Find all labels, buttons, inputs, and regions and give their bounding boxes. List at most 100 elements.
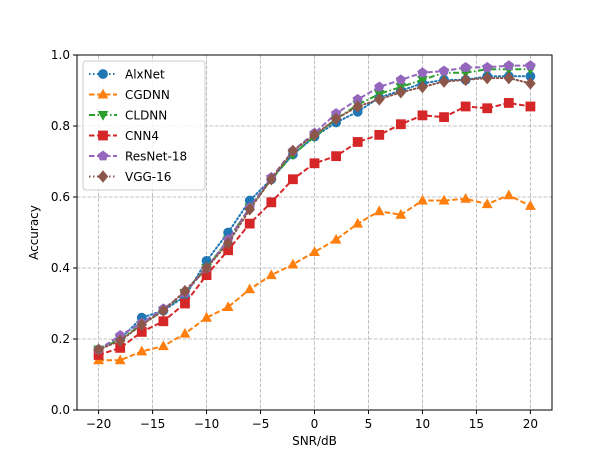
y-tick-label: 0.8 — [51, 119, 70, 133]
data-point — [287, 258, 299, 269]
y-tick-label: 0.2 — [51, 332, 70, 346]
data-point — [330, 112, 342, 126]
data-point — [373, 205, 385, 216]
legend-label: ResNet-18 — [125, 150, 187, 164]
x-tick-label: −20 — [86, 417, 111, 431]
data-point — [158, 304, 169, 317]
x-tick-label: 10 — [415, 417, 430, 431]
data-point — [525, 77, 536, 90]
data-point — [438, 65, 450, 76]
data-point — [201, 261, 212, 275]
data-point — [460, 61, 471, 72]
y-tick-label: 0.0 — [51, 403, 70, 417]
legend-item: CNN4 — [89, 129, 159, 143]
series-cnn4 — [93, 98, 536, 360]
data-point — [244, 218, 255, 229]
legend-label: VGG-16 — [125, 170, 171, 184]
data-point — [93, 343, 104, 356]
data-point — [460, 73, 471, 87]
data-point — [136, 345, 148, 356]
legend-marker — [97, 150, 109, 161]
data-point — [309, 128, 320, 142]
data-point — [222, 301, 234, 312]
data-point — [481, 71, 493, 85]
legend-item: CLDNN — [89, 109, 167, 123]
series-line — [98, 68, 531, 351]
x-tick-label: −5 — [252, 417, 270, 431]
data-point — [180, 298, 190, 309]
series-line — [98, 194, 531, 362]
data-point — [525, 101, 536, 112]
data-point — [482, 61, 493, 72]
series-cgdnn — [93, 189, 536, 365]
legend-item: ResNet-18 — [89, 150, 187, 164]
y-tick-label: 0.4 — [51, 261, 70, 275]
data-point — [352, 217, 364, 228]
data-point — [482, 103, 493, 114]
data-point — [330, 233, 342, 244]
data-point — [352, 100, 363, 113]
legend: AlxNet CGDNN CLDNN CNN4 ResNet-18 VGG-16 — [82, 60, 206, 191]
series-layer — [93, 60, 536, 365]
data-point — [265, 269, 277, 280]
legend-label: CGDNN — [125, 88, 170, 102]
data-point — [481, 198, 493, 209]
x-tick-label: 15 — [469, 417, 484, 431]
x-axis-label: SNR/dB — [292, 434, 337, 448]
data-point — [417, 194, 428, 205]
data-point — [395, 208, 407, 219]
legend-marker — [98, 69, 108, 79]
legend-label: CNN4 — [125, 129, 159, 143]
data-point — [244, 203, 255, 216]
data-point — [417, 110, 428, 121]
data-point — [352, 137, 363, 147]
data-point — [395, 119, 406, 130]
series-vgg-16 — [93, 71, 536, 356]
data-point — [460, 192, 472, 203]
data-point — [374, 129, 385, 140]
data-point — [179, 327, 191, 338]
legend-label: AlxNet — [125, 68, 165, 82]
data-point — [503, 60, 514, 71]
x-axis: −20 −15 −10 −5 0 5 10 15 20 — [86, 410, 538, 431]
legend-label: CLDNN — [125, 109, 167, 123]
x-tick-label: −10 — [194, 417, 219, 431]
y-axis-label: Accuracy — [27, 205, 41, 260]
legend-item: CGDNN — [89, 88, 170, 102]
y-tick-label: 0.6 — [51, 190, 70, 204]
data-point — [503, 189, 515, 200]
data-point — [266, 173, 277, 186]
data-point — [417, 80, 428, 94]
data-point — [503, 98, 514, 108]
data-point — [395, 86, 407, 99]
legend-item: VGG-16 — [89, 170, 171, 184]
data-point — [460, 101, 471, 112]
y-tick-label: 1.0 — [51, 48, 70, 62]
x-tick-label: −15 — [140, 417, 165, 431]
legend-marker — [97, 170, 109, 183]
data-point — [525, 200, 536, 210]
data-point — [525, 60, 536, 71]
legend-box — [82, 60, 206, 191]
data-point — [438, 194, 450, 205]
x-tick-label: 0 — [311, 417, 319, 431]
data-point — [309, 158, 320, 169]
x-tick-label: 5 — [365, 417, 373, 431]
legend-marker — [98, 130, 108, 141]
data-point — [309, 246, 320, 257]
data-point — [114, 354, 126, 365]
data-point — [503, 71, 515, 85]
legend-marker — [97, 88, 109, 99]
data-point — [179, 284, 191, 298]
data-point — [158, 316, 169, 327]
data-point — [222, 236, 234, 250]
data-point — [395, 74, 407, 85]
data-point — [287, 144, 299, 158]
data-point — [374, 93, 385, 106]
data-point — [374, 81, 385, 92]
data-point — [331, 151, 341, 162]
x-tick-label: 20 — [523, 417, 538, 431]
data-point — [201, 311, 212, 322]
data-point — [266, 197, 277, 208]
